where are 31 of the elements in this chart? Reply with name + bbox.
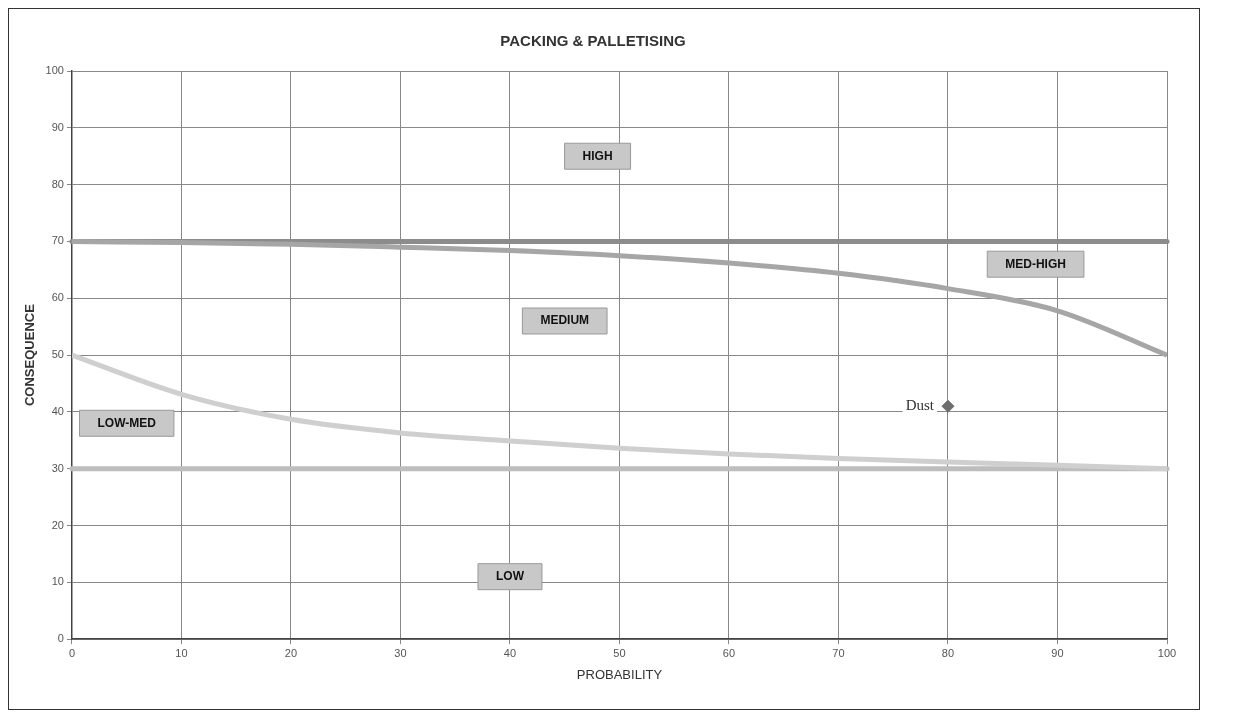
x-tick-label: 100	[1157, 646, 1177, 659]
x-tick-label: 10	[175, 646, 188, 659]
y-tick-label: 0	[57, 632, 64, 645]
y-tick-label: 90	[51, 120, 64, 133]
x-tick-label: 90	[1051, 646, 1064, 659]
y-tick-label: 70	[51, 234, 64, 247]
y-tick-label: 80	[51, 177, 64, 190]
y-tick-label: 20	[51, 518, 64, 531]
chart-title: PACKING & PALLETISING	[500, 32, 686, 50]
y-tick-label: 10	[51, 575, 64, 588]
x-tick-label: 30	[394, 646, 407, 659]
x-tick-label: 0	[68, 646, 76, 659]
annotation: HIGH	[582, 148, 613, 163]
y-tick-label: 100	[45, 64, 64, 77]
x-axis-title: PROBABILITY	[576, 666, 663, 682]
y-tick-label: 50	[51, 348, 64, 361]
y-tick-label: 40	[51, 404, 64, 417]
y-tick-label: 60	[51, 291, 64, 304]
x-tick-label: 50	[613, 646, 626, 659]
x-tick-label: 80	[941, 646, 955, 659]
y-tick-label: 30	[51, 461, 64, 474]
annotation: LOW	[495, 569, 525, 584]
x-tick-label: 70	[832, 646, 845, 659]
annotation: LOW-MED	[97, 415, 157, 430]
annotation: MED-HIGH	[1005, 256, 1066, 271]
x-tick-label: 40	[503, 646, 517, 659]
annotation: MEDIUM	[540, 313, 590, 328]
y-axis-title: CONSEQUENCE	[22, 303, 38, 407]
x-tick-label: 60	[722, 646, 736, 659]
x-tick-label: 20	[284, 646, 298, 659]
series-label: Dust	[905, 397, 935, 414]
